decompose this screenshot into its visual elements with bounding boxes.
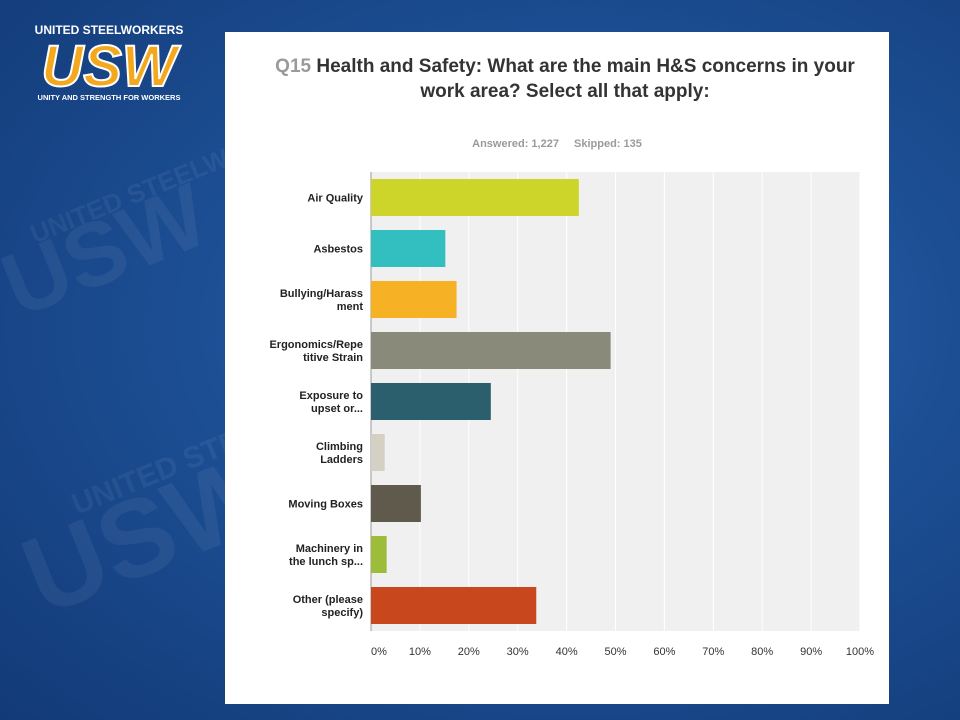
x-tick-label: 70%: [702, 646, 724, 658]
survey-result-card: Q15 Health and Safety: What are the main…: [225, 32, 889, 704]
category-label: Moving Boxes: [288, 499, 363, 511]
category-label: Machinery in the lunch sp...: [289, 543, 363, 568]
bar: [371, 587, 537, 624]
logo-top-text: UNITED STEELWORKERS: [35, 23, 184, 37]
question-title: Q15 Health and Safety: What are the main…: [265, 54, 865, 104]
x-tick-label: 30%: [507, 646, 529, 658]
x-tick-label: 100%: [846, 646, 874, 658]
x-tick-label: 0%: [371, 646, 387, 658]
category-label: Ergonomics/Repe titive Strain: [269, 339, 363, 364]
bar: [371, 485, 421, 522]
logo-tagline: UNITY AND STRENGTH FOR WORKERS: [38, 93, 181, 102]
x-tick-label: 50%: [604, 646, 626, 658]
category-label: Exposure to upset or...: [299, 390, 363, 415]
question-number: Q15: [275, 56, 312, 77]
x-tick-label: 80%: [751, 646, 773, 658]
skipped-count: Skipped: 135: [574, 138, 642, 150]
bar: [371, 281, 457, 318]
x-tick-label: 20%: [458, 646, 480, 658]
category-label: Air Quality: [307, 193, 364, 205]
x-tick-label: 60%: [653, 646, 675, 658]
usw-logo: UNITED STEELWORKERS USW UNITY AND STRENG…: [35, 23, 184, 102]
x-tick-label: 90%: [800, 646, 822, 658]
bar: [371, 332, 611, 369]
response-stats: Answered: 1,227 Skipped: 135: [225, 138, 889, 150]
bar: [371, 536, 387, 573]
category-label: Other (please specify): [293, 594, 364, 619]
bar: [371, 179, 579, 216]
category-label: Climbing Ladders: [316, 441, 363, 466]
bar: [371, 230, 446, 267]
x-tick-label: 10%: [409, 646, 431, 658]
bar: [371, 383, 491, 420]
bar-chart: Air Quality Asbestos Bullying/Harass ment Er…: [269, 172, 874, 658]
answered-count: Answered: 1,227: [472, 138, 559, 150]
logo-mark: USW: [41, 34, 181, 99]
x-tick-label: 40%: [556, 646, 578, 658]
category-label: Bullying/Harass ment: [280, 288, 363, 313]
bar: [371, 434, 385, 471]
category-label: Asbestos: [313, 244, 363, 256]
question-text: Health and Safety: What are the main H&S…: [316, 56, 855, 102]
